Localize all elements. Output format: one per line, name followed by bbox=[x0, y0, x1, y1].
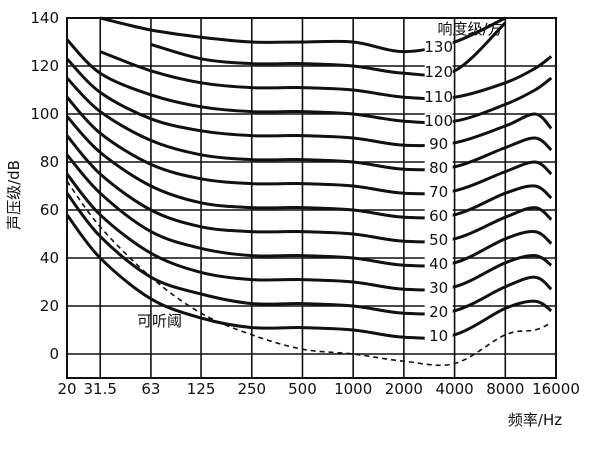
phon-label: 120 bbox=[424, 63, 453, 81]
phon-label-bg bbox=[424, 256, 453, 272]
x-axis-label: 频率/Hz bbox=[508, 411, 562, 429]
y-tick-label: 120 bbox=[30, 57, 59, 75]
x-tick-label: 4000 bbox=[435, 380, 473, 398]
phon-label-bg bbox=[424, 113, 453, 130]
y-tick-label: 100 bbox=[30, 105, 59, 123]
x-tick-label: 125 bbox=[187, 380, 216, 398]
phon-label: 60 bbox=[429, 207, 448, 225]
phon-curve-110 bbox=[99, 50, 553, 101]
phon-label-bg bbox=[424, 160, 453, 176]
phon-curve-20 bbox=[65, 192, 553, 316]
phon-curve-90 bbox=[65, 57, 553, 148]
phon-label-bg bbox=[424, 136, 453, 152]
phon-label: 100 bbox=[424, 112, 453, 130]
phon-label-bg bbox=[424, 232, 453, 248]
x-tick-label: 8000 bbox=[486, 380, 524, 398]
phon-label-bg bbox=[424, 280, 453, 296]
grid-layer bbox=[66, 17, 557, 379]
x-tick-label: 16000 bbox=[532, 380, 580, 398]
phon-curve-10 bbox=[65, 213, 553, 340]
phon-label: 50 bbox=[429, 231, 448, 249]
x-tick-label: 250 bbox=[237, 380, 266, 398]
phon-label-bg bbox=[424, 184, 453, 200]
y-tick-label: 20 bbox=[40, 297, 59, 315]
phon-curve-120 bbox=[150, 21, 507, 77]
phon-curve-70 bbox=[65, 96, 553, 196]
axis-layer: 20 31.5 63 125 250 500 1000 2000 4000 8000 16000 0 2… bbox=[30, 9, 580, 398]
x-tick-label: 20 bbox=[57, 380, 76, 398]
phon-label: 90 bbox=[429, 135, 448, 153]
plot-frame bbox=[66, 17, 557, 379]
y-axis-label: 声压级/dB bbox=[5, 160, 23, 230]
phon-label: 70 bbox=[429, 183, 448, 201]
series-label-layer: 130 120 110 100 90 80 70 60 50 40 30 20 10 bbox=[424, 38, 453, 345]
phon-curve-50 bbox=[65, 134, 553, 244]
y-tick-label: 0 bbox=[49, 345, 59, 363]
phon-label: 110 bbox=[424, 88, 453, 106]
hearing-threshold-label: 可听阈 bbox=[137, 312, 182, 330]
phon-label-bg bbox=[424, 328, 453, 344]
phon-curve-40 bbox=[65, 153, 553, 268]
x-tick-label: 31.5 bbox=[84, 380, 117, 398]
y-tick-label: 140 bbox=[30, 9, 59, 27]
phon-label: 30 bbox=[429, 279, 448, 297]
phon-label: 10 bbox=[429, 327, 448, 345]
phon-label: 40 bbox=[429, 255, 448, 273]
x-tick-label: 1000 bbox=[334, 380, 372, 398]
phon-label-bg bbox=[424, 208, 453, 224]
phon-label: 20 bbox=[429, 303, 448, 321]
phon-label-bg bbox=[424, 38, 453, 55]
y-tick-label: 40 bbox=[40, 249, 59, 267]
phon-label-bg bbox=[424, 89, 453, 106]
phon-curve-80 bbox=[65, 76, 553, 172]
phon-label: 130 bbox=[424, 38, 453, 56]
phon-label-bg bbox=[424, 64, 453, 80]
loudness-level-title: 响度级/方 bbox=[437, 20, 502, 38]
y-tick-label: 80 bbox=[40, 153, 59, 171]
phon-curve-100 bbox=[65, 38, 553, 125]
x-tick-label: 63 bbox=[141, 380, 160, 398]
phon-curve-30 bbox=[65, 173, 553, 292]
x-tick-label: 500 bbox=[288, 380, 317, 398]
series-layer bbox=[65, 16, 553, 367]
x-tick-label: 2000 bbox=[385, 380, 423, 398]
phon-curve-60 bbox=[65, 115, 553, 220]
phon-label-bg bbox=[424, 304, 453, 320]
y-tick-label: 60 bbox=[40, 201, 59, 219]
phon-label: 80 bbox=[429, 159, 448, 177]
